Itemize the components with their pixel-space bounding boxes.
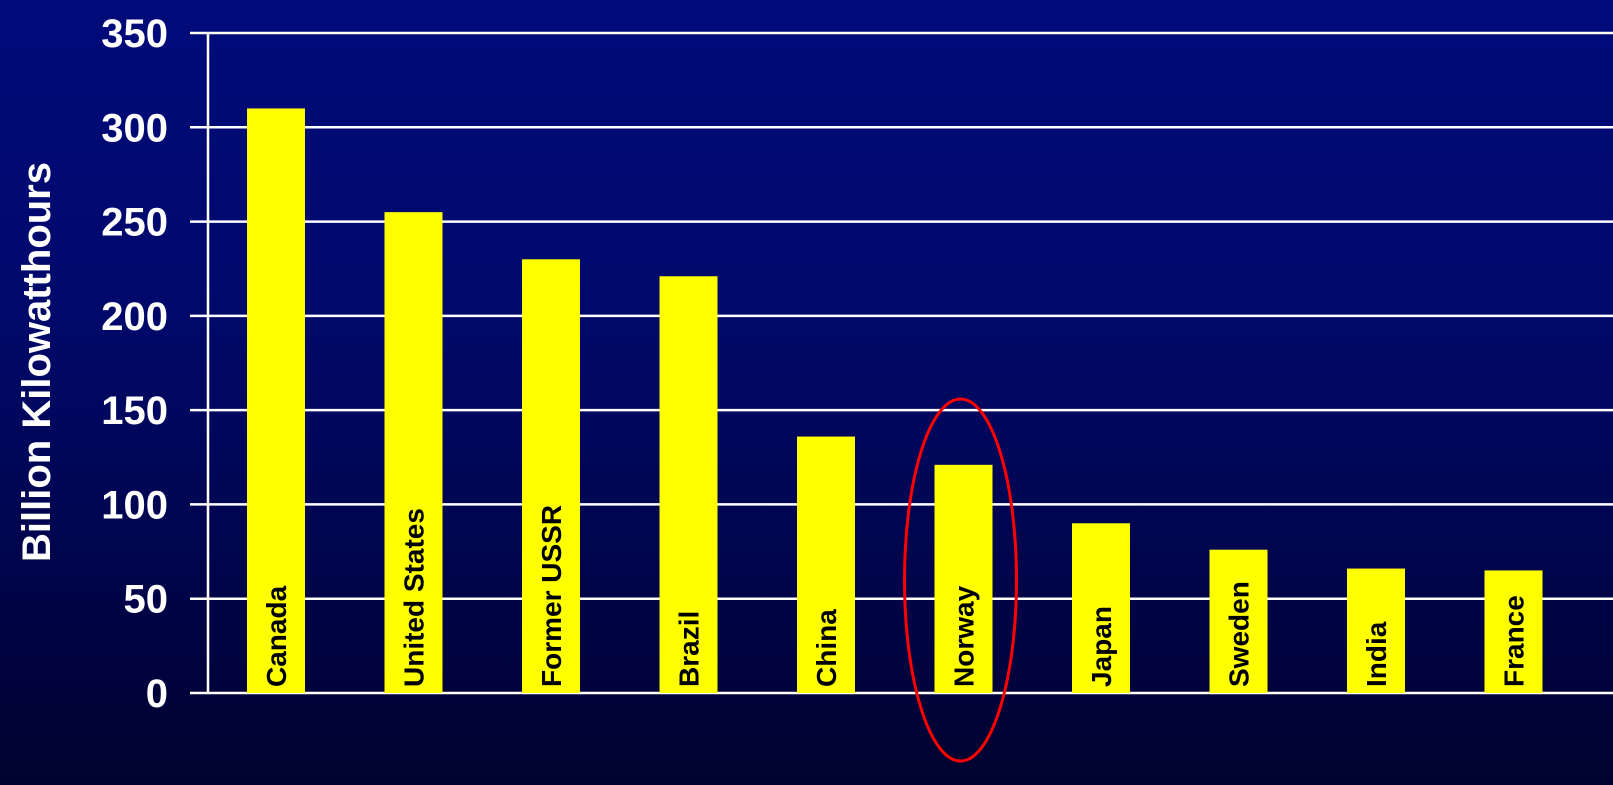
bars: Canada United States Former USSR Brazil Chin…: [247, 108, 1543, 693]
highlight-ellipse: [903, 397, 1018, 763]
bar-label-china: China: [811, 609, 842, 687]
y-tick-label-0: 0: [146, 672, 168, 716]
bar-india: [1347, 568, 1405, 693]
y-tick-label-350: 350: [101, 12, 168, 56]
bar-brazil: [659, 276, 718, 693]
bar-japan: [1072, 523, 1130, 693]
y-tick-label-150: 150: [101, 389, 168, 433]
bar-sweden: [1209, 549, 1268, 693]
y-tick-label-300: 300: [101, 106, 168, 150]
y-tick-label-250: 250: [101, 201, 168, 245]
bar-label-france: France: [1499, 595, 1530, 687]
bar-former-ussr: [522, 259, 580, 693]
bar-label-brazil: Brazil: [674, 611, 705, 687]
bar-label-sweden: Sweden: [1224, 581, 1255, 687]
y-tick-labels: 0 50 100 150 200 250 300 350: [101, 12, 168, 716]
bar-norway: [934, 464, 993, 693]
bar-united-states: [384, 212, 443, 693]
y-tick-label-100: 100: [101, 483, 168, 527]
y-tick-label-50: 50: [124, 578, 169, 622]
bar-label-india: India: [1361, 621, 1392, 687]
y-tick-label-200: 200: [101, 295, 168, 339]
y-axis-title: Billion Kilowatthours: [15, 162, 59, 562]
bar-france: [1484, 570, 1543, 693]
highlight-group: [903, 397, 1018, 763]
bar-label-united-states: United States: [399, 508, 430, 687]
bar-label-canada: Canada: [261, 585, 292, 687]
bar-canada: [247, 108, 305, 693]
bar-label-norway: Norway: [949, 585, 980, 687]
bar-label-japan: Japan: [1086, 606, 1117, 687]
bar-label-former-ussr: Former USSR: [536, 505, 567, 687]
bar-china: [797, 436, 855, 693]
